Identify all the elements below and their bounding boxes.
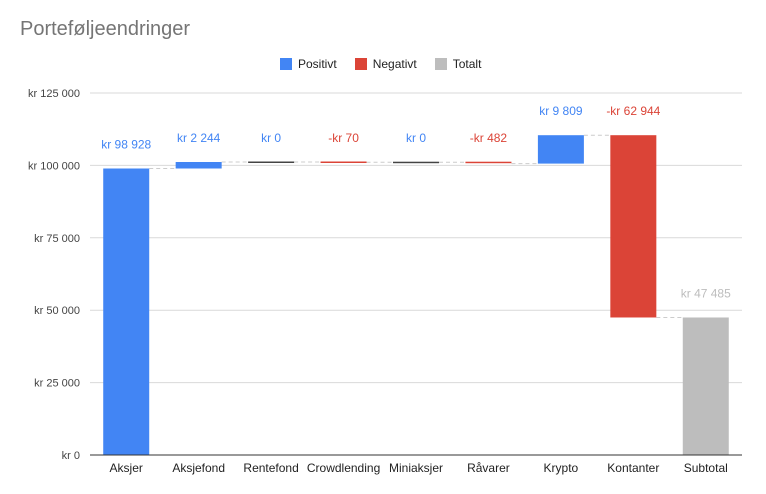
bar-0 xyxy=(103,168,150,455)
y-tick-label: kr 50 000 xyxy=(34,305,80,317)
legend-label-total: Totalt xyxy=(452,57,482,71)
data-label: -kr 70 xyxy=(328,131,359,145)
x-tick-label: Crowdlending xyxy=(307,461,380,475)
legend-item-negative: Negativt xyxy=(354,57,417,71)
data-label: kr 0 xyxy=(406,131,426,145)
legend-item-total: Totalt xyxy=(434,57,482,71)
y-tick-label: kr 0 xyxy=(62,450,80,462)
x-tick-label: Råvarer xyxy=(467,461,510,475)
chart-title: Porteføljeendringer xyxy=(20,18,191,40)
bar-1 xyxy=(175,162,222,169)
y-tick-label: kr 100 000 xyxy=(28,160,80,172)
bar-4 xyxy=(393,161,439,164)
data-label: kr 98 928 xyxy=(101,138,151,152)
data-label: -kr 62 944 xyxy=(606,104,660,118)
y-tick-label: kr 25 000 xyxy=(34,378,80,390)
legend-label-negative: Negativt xyxy=(372,57,417,71)
legend-swatch-total xyxy=(434,58,447,70)
chart-legend: Positivt Negativt Totalt xyxy=(280,57,481,71)
bar-8 xyxy=(682,317,729,455)
bar-7 xyxy=(610,135,657,318)
bar-2 xyxy=(248,161,295,164)
x-tick-label: Subtotal xyxy=(684,461,728,475)
data-label: kr 0 xyxy=(261,131,281,145)
y-tick-label: kr 125 000 xyxy=(28,88,80,100)
bar-6 xyxy=(537,135,584,164)
x-tick-label: Rentefond xyxy=(243,461,298,475)
y-tick-label: kr 75 000 xyxy=(34,233,80,245)
bar-5 xyxy=(465,161,512,164)
bar-3 xyxy=(320,161,367,164)
data-label: kr 9 809 xyxy=(539,104,583,118)
x-tick-label: Krypto xyxy=(544,461,579,475)
x-tick-label: Aksjefond xyxy=(172,461,225,475)
x-tick-label: Kontanter xyxy=(607,461,659,475)
x-tick-label: Aksjer xyxy=(110,461,143,475)
data-label: kr 47 485 xyxy=(681,286,731,300)
data-label: kr 2 244 xyxy=(177,131,221,145)
x-tick-label: Miniaksjer xyxy=(389,461,443,475)
legend-swatch-positive xyxy=(280,58,292,70)
legend-item-positive: Positivt xyxy=(280,57,337,71)
data-label: -kr 482 xyxy=(470,131,508,145)
legend-swatch-negative xyxy=(354,58,367,70)
legend-label-positive: Positivt xyxy=(298,57,337,71)
